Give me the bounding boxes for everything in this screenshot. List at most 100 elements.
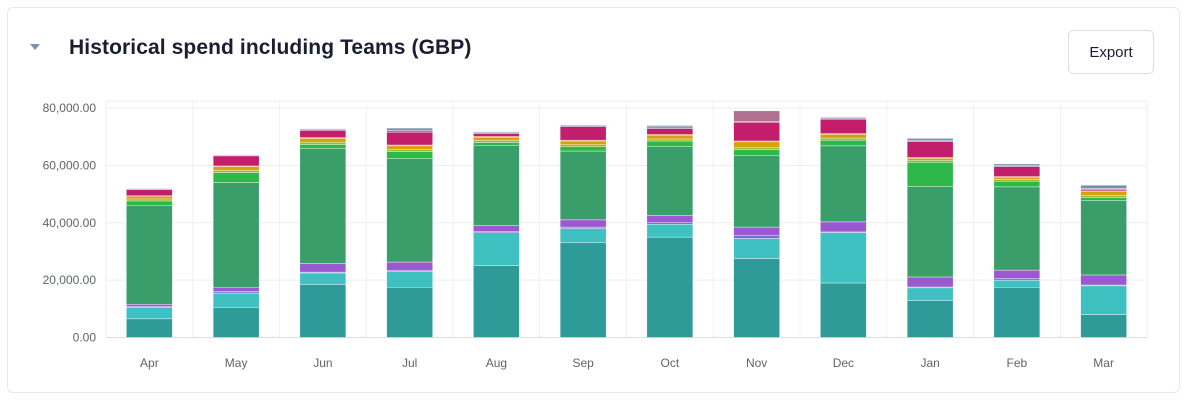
bar-segment[interactable] xyxy=(906,287,954,301)
bar-segment[interactable] xyxy=(993,186,1041,271)
bar-segment[interactable] xyxy=(1080,285,1127,315)
bar-stack-apr[interactable] xyxy=(126,188,173,338)
bar-segment[interactable] xyxy=(559,219,607,228)
bar-segment[interactable] xyxy=(212,155,260,167)
bar-segment[interactable] xyxy=(993,180,1041,188)
bar-segment[interactable] xyxy=(473,145,520,226)
bar-stack-feb[interactable] xyxy=(993,163,1041,338)
bar-segment[interactable] xyxy=(820,137,867,141)
bar-segment[interactable] xyxy=(473,232,520,266)
bar-stack-oct[interactable] xyxy=(646,125,694,338)
bar-segment[interactable] xyxy=(733,235,780,239)
bar-segment[interactable] xyxy=(299,263,347,273)
bar-segment[interactable] xyxy=(733,110,780,122)
bar-segment[interactable] xyxy=(559,140,607,145)
bar-segment[interactable] xyxy=(559,146,607,152)
bar-segment[interactable] xyxy=(386,149,433,152)
caret-down-icon[interactable] xyxy=(30,44,40,50)
bar-segment[interactable] xyxy=(559,126,607,141)
bar-segment[interactable] xyxy=(212,182,260,288)
bar-segment[interactable] xyxy=(906,141,954,158)
bar-segment[interactable] xyxy=(126,198,173,202)
bar-segment[interactable] xyxy=(820,134,867,139)
bar-segment[interactable] xyxy=(993,163,1041,166)
bar-segment[interactable] xyxy=(559,228,607,244)
bar-segment[interactable] xyxy=(993,279,1041,288)
bar-segment[interactable] xyxy=(386,271,433,288)
bar-segment[interactable] xyxy=(473,131,520,133)
bar-segment[interactable] xyxy=(993,269,1041,279)
bar-segment[interactable] xyxy=(906,276,954,288)
bar-segment[interactable] xyxy=(646,223,694,238)
bar-segment[interactable] xyxy=(559,242,607,338)
bar-segment[interactable] xyxy=(473,142,520,146)
bar-segment[interactable] xyxy=(733,122,780,142)
bar-segment[interactable] xyxy=(212,170,260,173)
bar-segment[interactable] xyxy=(386,158,433,263)
bar-segment[interactable] xyxy=(386,261,433,271)
bar-segment[interactable] xyxy=(299,138,347,143)
bar-segment[interactable] xyxy=(906,160,954,163)
bar-segment[interactable] xyxy=(906,186,954,278)
bar-segment[interactable] xyxy=(733,147,780,150)
bar-segment[interactable] xyxy=(1080,274,1127,286)
bar-stack-mar[interactable] xyxy=(1080,184,1127,338)
bar-segment[interactable] xyxy=(126,196,173,200)
bar-segment[interactable] xyxy=(646,236,694,338)
bar-segment[interactable] xyxy=(906,138,954,141)
bar-segment[interactable] xyxy=(473,133,520,137)
bar-segment[interactable] xyxy=(559,226,607,229)
bar-segment[interactable] xyxy=(1080,200,1127,276)
bar-segment[interactable] xyxy=(473,140,520,143)
bar-segment[interactable] xyxy=(646,146,694,216)
bar-segment[interactable] xyxy=(1080,184,1127,189)
bar-segment[interactable] xyxy=(212,287,260,292)
bar-segment[interactable] xyxy=(733,141,780,148)
bar-segment[interactable] xyxy=(820,139,867,147)
bar-segment[interactable] xyxy=(126,318,173,338)
bar-segment[interactable] xyxy=(993,179,1041,182)
bar-segment[interactable] xyxy=(906,300,954,338)
bar-stack-sep[interactable] xyxy=(559,124,607,338)
bar-segment[interactable] xyxy=(646,128,694,135)
bar-segment[interactable] xyxy=(473,231,520,233)
bar-segment[interactable] xyxy=(212,172,260,183)
bar-segment[interactable] xyxy=(212,292,260,308)
bar-segment[interactable] xyxy=(906,158,954,161)
bar-segment[interactable] xyxy=(559,124,607,126)
bar-segment[interactable] xyxy=(126,188,173,190)
bar-segment[interactable] xyxy=(386,130,433,133)
bar-segment[interactable] xyxy=(733,226,780,236)
bar-segment[interactable] xyxy=(646,138,694,142)
bar-segment[interactable] xyxy=(820,117,867,119)
bar-segment[interactable] xyxy=(299,272,347,285)
bar-stack-aug[interactable] xyxy=(473,131,520,338)
bar-segment[interactable] xyxy=(646,215,694,223)
bar-segment[interactable] xyxy=(473,137,520,141)
bar-stack-jul[interactable] xyxy=(386,127,433,338)
bar-segment[interactable] xyxy=(299,144,347,149)
bar-stack-dec[interactable] xyxy=(820,117,867,338)
bar-segment[interactable] xyxy=(1080,189,1127,192)
bar-segment[interactable] xyxy=(820,282,867,338)
bar-segment[interactable] xyxy=(820,145,867,223)
bar-segment[interactable] xyxy=(126,205,173,305)
bar-segment[interactable] xyxy=(299,284,347,338)
bar-segment[interactable] xyxy=(733,149,780,156)
bar-segment[interactable] xyxy=(386,287,433,338)
bar-segment[interactable] xyxy=(993,287,1041,338)
bar-segment[interactable] xyxy=(646,140,694,147)
bar-segment[interactable] xyxy=(126,200,173,206)
bar-stack-may[interactable] xyxy=(212,154,260,338)
bar-segment[interactable] xyxy=(1080,195,1127,198)
bar-segment[interactable] xyxy=(386,131,433,146)
bar-segment[interactable] xyxy=(646,126,694,129)
bar-segment[interactable] xyxy=(733,155,780,228)
bar-segment[interactable] xyxy=(993,177,1041,180)
bar-segment[interactable] xyxy=(820,118,867,134)
bar-segment[interactable] xyxy=(646,125,694,128)
export-button[interactable]: Export xyxy=(1068,30,1154,74)
bar-segment[interactable] xyxy=(646,135,694,140)
bar-segment[interactable] xyxy=(559,150,607,221)
bar-segment[interactable] xyxy=(212,166,260,171)
